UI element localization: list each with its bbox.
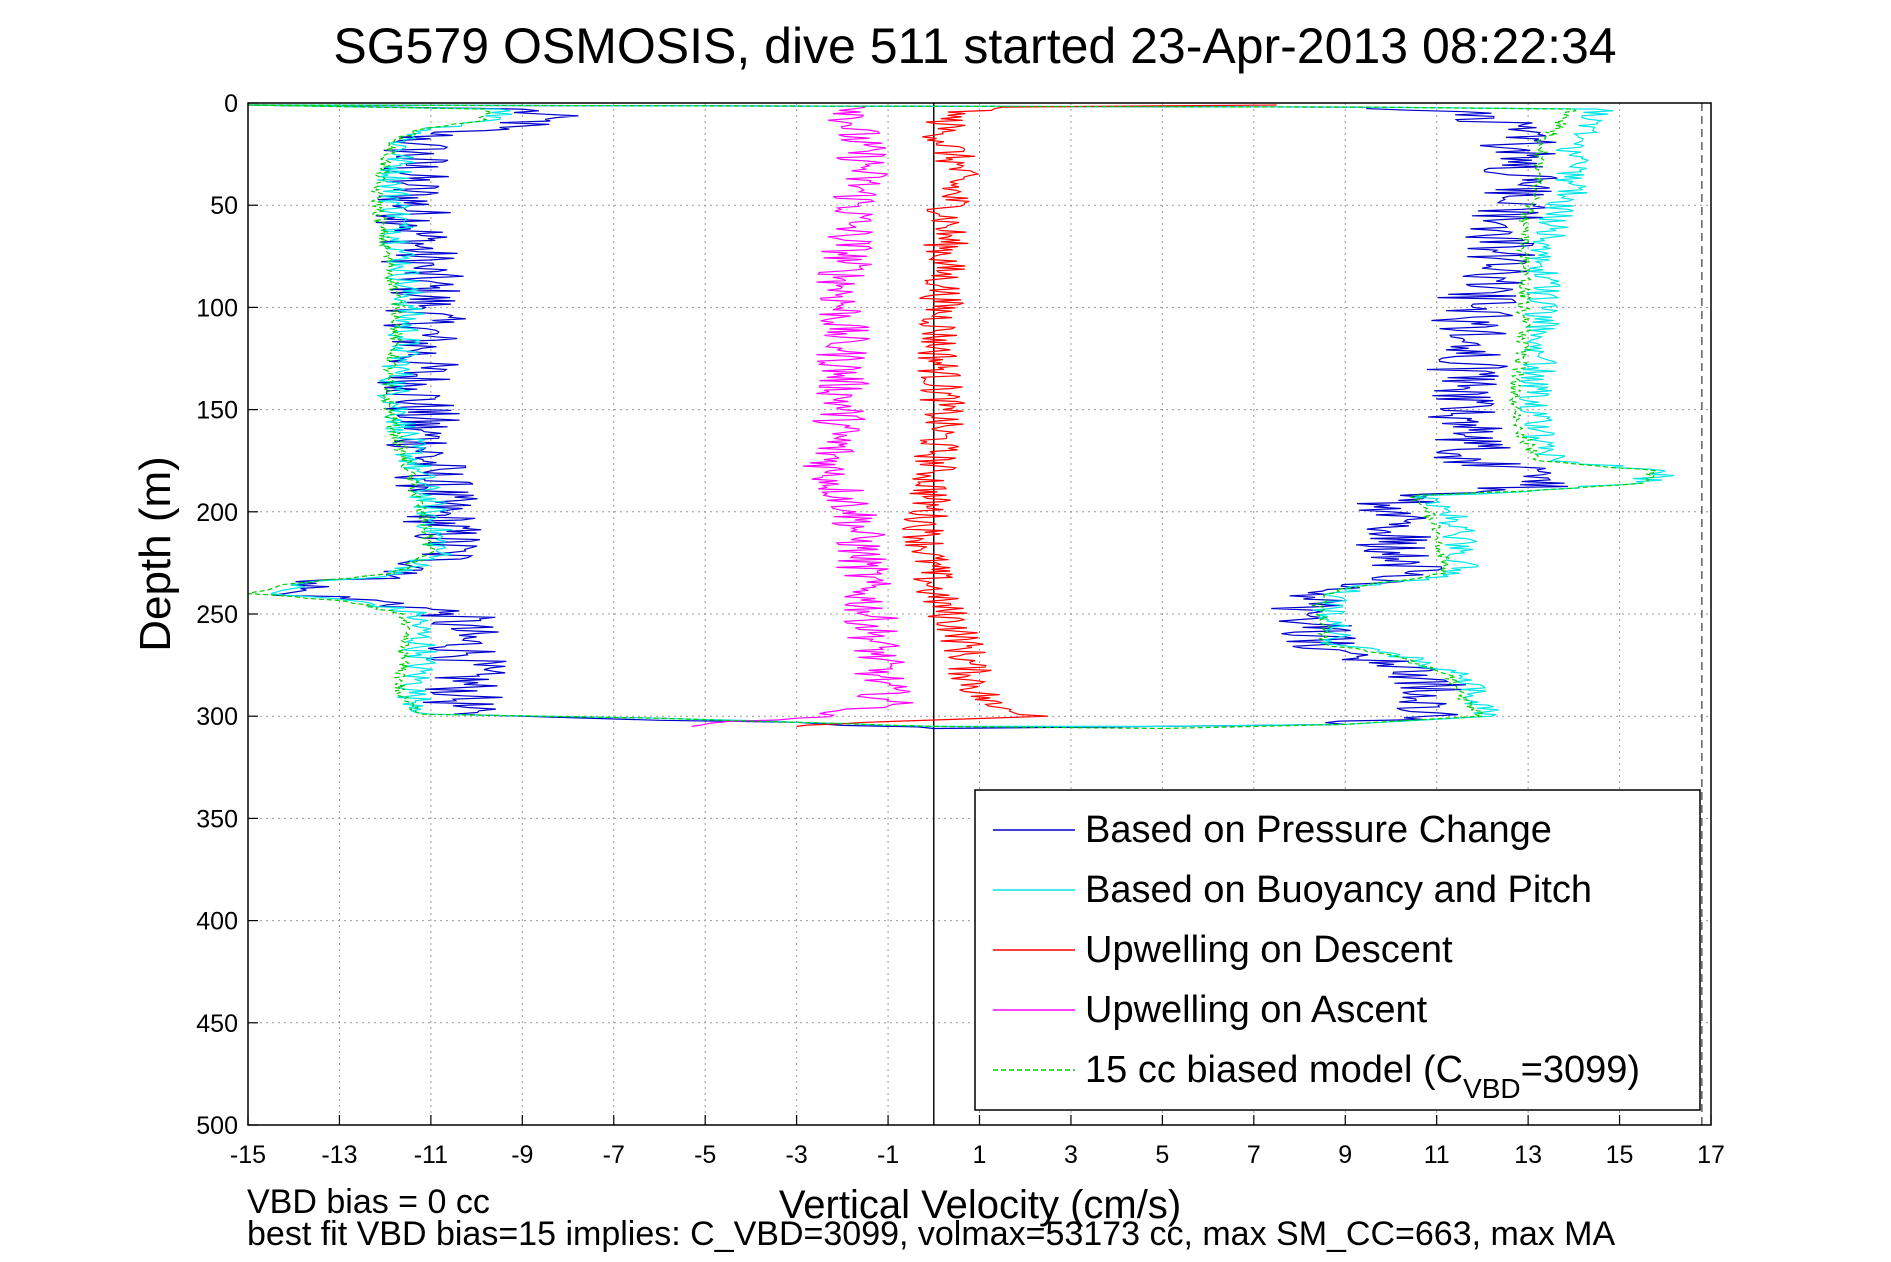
y-tick-label: 500: [196, 1112, 238, 1140]
series-layer: [248, 104, 1674, 730]
x-tick-label: -3: [786, 1141, 808, 1169]
chart-title: SG579 OSMOSIS, dive 511 started 23-Apr-2…: [333, 18, 1616, 74]
x-tick-label: -5: [694, 1141, 716, 1169]
x-tick-label: 3: [1064, 1141, 1078, 1169]
ticks: -15 -13 -11 -9 -7 -5 -3 -1 1 3 5 7 9 11 13 15 1705010015…: [196, 90, 1725, 1169]
y-tick-label: 100: [196, 294, 238, 322]
series-line-based-on-buoyancy-and-pitch: [248, 104, 1674, 728]
x-tick-label: -13: [321, 1141, 357, 1169]
y-tick-label: 450: [196, 1010, 238, 1038]
x-tick-label: 1: [973, 1141, 987, 1169]
x-tick-label: 17: [1697, 1141, 1725, 1169]
x-tick-label: -1: [877, 1141, 899, 1169]
footer-line-best-fit: best fit VBD bias=15 implies: C_VBD=3099…: [247, 1215, 1616, 1253]
y-tick-label: 300: [196, 703, 238, 731]
legend: Based on Pressure Change Based on Buoyanc…: [974, 789, 1701, 1111]
y-tick-label: 350: [196, 805, 238, 833]
y-axis-label: Depth (m): [131, 456, 180, 652]
grid: [248, 103, 1711, 1125]
x-tick-label: -7: [603, 1141, 625, 1169]
y-tick-label: 400: [196, 908, 238, 936]
x-tick-label: 13: [1514, 1141, 1542, 1169]
legend-label-based-on-buoyancy-and-pitch: Based on Buoyancy and Pitch: [1085, 869, 1592, 911]
reference-lines: [933, 103, 1703, 1125]
x-tick-label: 15: [1606, 1141, 1634, 1169]
x-tick-label: 5: [1155, 1141, 1169, 1169]
x-tick-label: -11: [414, 1141, 448, 1169]
y-tick-label: 150: [196, 397, 238, 425]
y-tick-label: 0: [224, 90, 238, 118]
x-tick-label: -9: [511, 1141, 533, 1169]
series-line-15-cc-biased-model-c-vbd-3099: [248, 104, 1658, 730]
x-tick-label: 11: [1424, 1141, 1450, 1169]
footer-line-vbd-bias: VBD bias = 0 cc: [247, 1183, 490, 1221]
y-tick-label: 50: [210, 192, 238, 220]
y-tick-label: 250: [196, 601, 238, 629]
x-tick-label: 7: [1247, 1141, 1261, 1169]
legend-label-upwelling-on-descent: Upwelling on Descent: [1085, 929, 1453, 971]
legend-label-upwelling-on-ascent: Upwelling on Ascent: [1085, 989, 1428, 1031]
x-axis-label: Vertical Velocity (cm/s): [779, 1183, 1181, 1227]
series-line-upwelling-on-descent: [796, 104, 1277, 727]
y-tick-label: 200: [196, 499, 238, 527]
legend-box: [974, 789, 1701, 1111]
legend-label-based-on-pressure-change: Based on Pressure Change: [1085, 809, 1552, 851]
x-tick-label: -15: [230, 1141, 266, 1169]
series-line-upwelling-on-ascent: [691, 106, 914, 727]
series-line-based-on-pressure-change: [248, 104, 1569, 730]
x-tick-label: 9: [1338, 1141, 1352, 1169]
